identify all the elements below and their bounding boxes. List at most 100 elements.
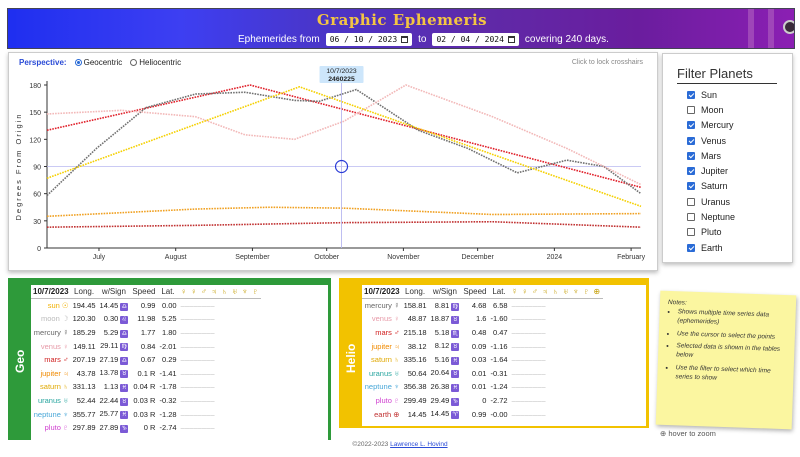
author-link[interactable]: Lawrence L. Hovind (390, 441, 448, 448)
zodiac-sign-icon: ♉ (451, 370, 460, 379)
checkbox[interactable] (687, 228, 695, 237)
table-row[interactable]: saturn ♄ 331.13 1.13 ♓ 0.04 R -1.78– – – – – … (31, 380, 261, 394)
planet-name: pluto ♇ (375, 396, 400, 406)
filter-item-venus[interactable]: Venus (687, 133, 735, 148)
cell: 52.44 (76, 396, 96, 406)
table-row[interactable]: neptune ♆ 356.38 26.38 ♓ 0.01 -1.24– – – – – … (362, 380, 603, 394)
geo-table: 10/7/2023 Long. w/Sign Speed Lat. ♀ ♀ ♂ ♃ ♄ ♅… (31, 278, 331, 440)
github-icon[interactable] (783, 20, 794, 34)
filter-item-neptune[interactable]: Neptune (687, 209, 735, 224)
checkbox[interactable] (687, 151, 695, 160)
checkbox[interactable] (687, 105, 695, 114)
table-row[interactable]: neptune ♆ 355.77 25.77 ♓ 0.03 R -1.28– – – – … (31, 407, 261, 421)
zodiac-sign-icon: ♑ (120, 424, 129, 433)
date-range-bar: Ephemerides from 06 / 10 / 2023 to 02 / … (238, 33, 609, 46)
planet-name: neptune ♆ (364, 382, 400, 392)
table-row[interactable]: saturn ♄ 335.16 5.16 ♓ 0.03 -1.64– – – – – – … (362, 353, 603, 367)
cell: -0.31 (490, 368, 508, 378)
planet-name: saturn ♄ (40, 382, 69, 392)
cursor-value: 2460225 (328, 76, 355, 83)
heliocentric-radio[interactable]: Heliocentric (130, 58, 181, 67)
aspect-cells: – – – – – – – – (180, 355, 215, 365)
aspect-cells: – – – – – – – – (180, 314, 215, 324)
y-tick-label: 0 (37, 246, 41, 253)
table-row[interactable]: earth ⊕ 14.45 14.45 ♈ 0.99 -0.00– – – – – – –… (362, 407, 603, 421)
filter-item-mars[interactable]: Mars (687, 148, 735, 163)
x-tick-label: August (165, 254, 187, 261)
table-row[interactable]: mars ♂ 207.19 27.19 ♎ 0.67 0.29– – – – – – – … (31, 353, 261, 367)
cell: 4.68 (471, 301, 487, 311)
cell: 0.01 (471, 382, 487, 392)
planet-name: sun ☉ (47, 301, 69, 311)
cell: -2.01 (159, 341, 177, 351)
checkbox[interactable] (687, 213, 695, 222)
aspect-cells: – – – – – – – – (180, 341, 215, 351)
table-row[interactable]: mercury ☿ 185.29 5.29 ♎ 1.77 1.80– – – – – – … (31, 326, 261, 340)
series-line-mercury (46, 88, 642, 197)
table-row[interactable]: uranus ♅ 52.44 22.44 ♉ 0.03 R -0.32– – – – – … (31, 394, 261, 408)
checkbox[interactable] (687, 136, 695, 145)
ephemeris-chart[interactable]: 0 30 60 90 120 150 180 July August September Octob… (9, 53, 659, 272)
zodiac-sign-icon: ♉ (451, 343, 460, 352)
filter-item-pluto[interactable]: Pluto (687, 225, 735, 240)
table-row[interactable]: moon ☽ 120.30 0.30 ♌ 11.98 5.25– – – – – – – … (31, 312, 261, 326)
table-row[interactable]: venus ♀ 149.11 29.11 ♍ 0.84 -2.01– – – – – – … (31, 339, 261, 353)
checkbox[interactable] (687, 121, 695, 130)
checkbox[interactable] (687, 90, 695, 99)
filter-item-jupiter[interactable]: Jupiter (687, 163, 735, 178)
cell: -1.28 (159, 409, 177, 419)
cell: -1.16 (490, 341, 508, 351)
table-row[interactable]: venus ♀ 48.87 18.87 ♉ 1.6 -1.60– – – – – – – … (362, 312, 603, 326)
zodiac-sign-icon: ♉ (120, 397, 129, 406)
zodiac-sign-icon: ♈ (451, 411, 460, 420)
table-row[interactable]: uranus ♅ 50.64 20.64 ♉ 0.01 -0.31– – – – – – … (362, 367, 603, 381)
calendar-icon[interactable] (401, 36, 409, 43)
filter-item-label: Moon (701, 104, 724, 115)
cursor-label-box (319, 66, 364, 83)
planet-name: uranus ♅ (37, 396, 69, 406)
aspect-cells: – – – – – – – – (511, 314, 546, 324)
table-row[interactable]: mars ♂ 215.18 5.18 ♏ 0.48 0.47– – – – – – – – (362, 326, 603, 340)
table-row[interactable]: jupiter ♃ 43.78 13.78 ♉ 0.1 R -1.41– – – – – … (31, 367, 261, 381)
table-row[interactable]: jupiter ♃ 38.12 8.12 ♉ 0.09 -1.16– – – – – – … (362, 339, 603, 353)
checkbox[interactable] (687, 243, 695, 252)
checkbox[interactable] (687, 197, 695, 206)
planet-name: venus ♀ (40, 341, 69, 351)
cell: 43.78 (76, 368, 96, 378)
x-tick-label: September (235, 254, 270, 261)
filter-item-sun[interactable]: Sun (687, 87, 735, 102)
geocentric-radio[interactable]: Geocentric (74, 58, 122, 67)
cell: 331.13 (72, 382, 96, 392)
crosshair-circle (334, 159, 349, 174)
hover-hint: ⊕ hover to zoom (660, 429, 716, 438)
aspect-header: ☿ ♀ ♂ ♃ ♄ ♅ ♆ ♇ ⊕ (509, 285, 604, 300)
table-row[interactable]: sun ☉ 194.45 14.45 ♎ 0.99 0.00– – – – – – – – (31, 299, 261, 313)
table-row[interactable]: mercury ☿ 158.81 8.81 ♍ 4.68 6.58– – – – – – … (362, 299, 603, 313)
filter-item-moon[interactable]: Moon (687, 102, 735, 117)
filter-item-earth[interactable]: Earth (687, 240, 735, 255)
checkbox[interactable] (687, 182, 695, 191)
calendar-icon[interactable] (507, 36, 515, 43)
table-row[interactable]: pluto ♇ 299.49 29.49 ♑ 0 -2.72– – – – – – – – (362, 394, 603, 408)
filter-item-uranus[interactable]: Uranus (687, 194, 735, 209)
cell: -1.78 (159, 382, 177, 392)
y-tick-label: 150 (29, 110, 41, 117)
col-header: Lat. (157, 285, 179, 300)
zodiac-sign-icon: ♓ (120, 411, 129, 420)
filter-item-saturn[interactable]: Saturn (687, 179, 735, 194)
geo-side-tab: Geo (8, 278, 32, 440)
cell: 8.12 ♉ (434, 341, 460, 352)
filter-title: Filter Planets (677, 66, 777, 84)
filter-item-label: Jupiter (701, 166, 729, 177)
cell: 1.80 (161, 328, 177, 338)
cell: 38.12 (407, 341, 427, 351)
checkbox[interactable] (687, 167, 695, 176)
filter-item-mercury[interactable]: Mercury (687, 118, 735, 133)
zodiac-sign-icon: ♎ (120, 329, 129, 338)
filter-list: Sun Moon Mercury Venus Mars Jupiter Saturn Uran… (687, 87, 735, 255)
cell: 8.81 ♍ (434, 300, 460, 311)
aspect-cells: – – – – – – – – (180, 423, 215, 433)
start-date-input[interactable]: 06 / 10 / 2023 (325, 33, 413, 46)
table-row[interactable]: pluto ♇ 297.89 27.89 ♑ 0 R -2.74– – – – – – –… (31, 421, 261, 435)
end-date-input[interactable]: 02 / 04 / 2024 (432, 33, 519, 46)
